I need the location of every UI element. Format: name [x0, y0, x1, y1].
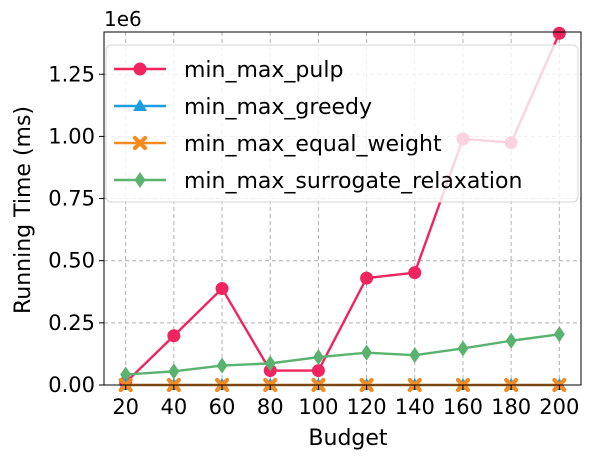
- data-point-min_max_pulp: [167, 329, 181, 343]
- data-point-min_max_surrogate_relaxation: [457, 340, 469, 357]
- data-point-min_max_surrogate_relaxation: [553, 326, 565, 343]
- y-tick-label: 0.50: [48, 249, 95, 273]
- data-point-min_max_surrogate_relaxation: [361, 344, 373, 361]
- x-tick-label: 120: [347, 395, 387, 419]
- plot-frame: [103, 31, 582, 386]
- x-tick-label: 200: [539, 395, 579, 419]
- series-line-min_max_surrogate_relaxation: [125, 333, 560, 376]
- data-point-min_max_surrogate_relaxation: [312, 349, 324, 366]
- legend-label: min_max_greedy: [184, 95, 372, 120]
- legend: min_max_pulp min_max_greedy min_max_equal_…: [105, 44, 579, 203]
- data-point-min_max_pulp: [215, 282, 229, 296]
- x-axis-label: Budget: [308, 426, 388, 451]
- data-point-min_max_pulp: [311, 364, 325, 378]
- y-offset-label: 1e6: [104, 7, 142, 31]
- legend-label: min_max_pulp: [184, 58, 343, 83]
- y-tick-label: 0.75: [48, 187, 95, 211]
- legend-label: min_max_equal_weight: [184, 132, 442, 157]
- data-point-min_max_pulp: [408, 266, 422, 280]
- legend-marker: [132, 135, 148, 151]
- y-tick-label: 0.00: [48, 373, 95, 397]
- x-tick-label: 140: [395, 395, 435, 419]
- legend-label: min_max_surrogate_relaxation: [184, 169, 522, 194]
- legend-entry: min_max_greedy: [114, 95, 372, 120]
- y-axis-label: Running Time (ms): [11, 106, 36, 314]
- data-point-min_max_pulp: [360, 271, 374, 285]
- data-point-min_max_surrogate_relaxation: [409, 347, 421, 364]
- y-tick-label: 0.25: [48, 311, 95, 335]
- data-point-min_max_surrogate_relaxation: [120, 366, 132, 383]
- data-point-min_max_surrogate_relaxation: [216, 357, 228, 374]
- data-point-min_max_pulp: [552, 26, 566, 40]
- x-tick-label: 20: [112, 395, 139, 419]
- series-min_max_surrogate_relaxation: [120, 326, 565, 383]
- legend-marker: [133, 99, 147, 111]
- legend-marker: [133, 62, 147, 76]
- x-tick-label: 40: [160, 395, 187, 419]
- legend-entry: min_max_surrogate_relaxation: [114, 169, 522, 194]
- data-point-min_max_surrogate_relaxation: [168, 363, 180, 380]
- legend-entry: min_max_equal_weight: [114, 132, 442, 157]
- x-tick-label: 80: [257, 395, 284, 419]
- x-tick-label: 60: [209, 395, 236, 419]
- x-tick-label: 160: [443, 395, 483, 419]
- data-point-min_max_surrogate_relaxation: [505, 332, 517, 349]
- y-tick-label: 1.00: [48, 124, 95, 148]
- legend-marker: [134, 172, 146, 188]
- x-tick-label: 100: [298, 395, 338, 419]
- x-tick-label: 180: [491, 395, 531, 419]
- y-tick-label: 1.25: [48, 62, 95, 86]
- legend-entry: min_max_pulp: [114, 58, 343, 83]
- x-axis: 20 40 60 80 100 120 140 160 180 200: [112, 385, 579, 419]
- data-point-min_max_surrogate_relaxation: [264, 355, 276, 372]
- legend-box: [105, 44, 579, 203]
- y-axis: 0.00 0.25 0.50 0.75 1.00 1.25: [48, 62, 104, 397]
